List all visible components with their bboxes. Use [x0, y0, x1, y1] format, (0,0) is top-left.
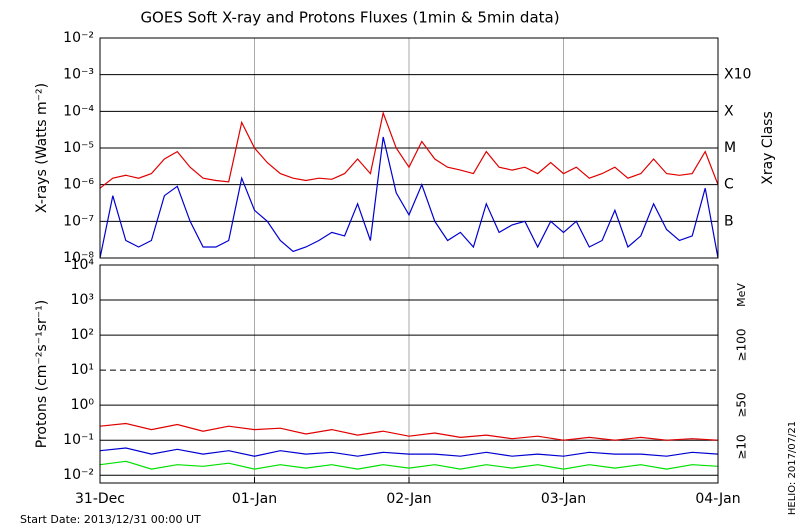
class-label: X10: [724, 67, 751, 83]
y-tick-label: 10⁰: [71, 397, 95, 413]
y-axis-label: Protons (cm⁻²s⁻¹sr⁻¹): [34, 300, 50, 449]
class-label: B: [724, 213, 734, 229]
y-tick-label: 10⁻⁷: [63, 213, 94, 229]
y-tick-label: 10⁴: [71, 257, 95, 273]
x-tick-label: 01-Jan: [232, 491, 277, 507]
x-tick-label: 31-Dec: [75, 491, 125, 507]
y-tick-label: 10⁻¹: [63, 432, 94, 448]
class-label: M: [724, 140, 736, 156]
y-tick-label: 10¹: [71, 362, 94, 378]
y-tick-label: 10⁻⁶: [63, 177, 94, 193]
class-label: X: [724, 103, 734, 119]
y-axis-label: X-rays (Watts m⁻²): [34, 83, 50, 213]
chart-title: GOES Soft X-ray and Protons Fluxes (1min…: [140, 9, 559, 27]
x-tick-label: 04-Jan: [695, 491, 740, 507]
class-axis-label: Xray Class: [760, 111, 776, 185]
y-tick-label: 10⁻²: [63, 467, 94, 483]
series-line: [99, 460, 719, 470]
y-tick-label: 10⁻²: [63, 30, 94, 46]
legend-label: ≥10: [735, 434, 749, 459]
y-tick-label: 10⁻⁴: [63, 103, 94, 119]
class-label: C: [724, 177, 734, 193]
series-line: [99, 447, 719, 457]
x-tick-label: 02-Jan: [386, 491, 431, 507]
plot-frame: [99, 37, 719, 259]
credit: HELIO: 2017/07/21: [787, 421, 798, 515]
footer: Start Date: 2013/12/31 00:00 UT: [20, 513, 201, 526]
series-line: [99, 110, 719, 189]
y-tick-label: 10³: [71, 292, 94, 308]
legend-label: ≥50: [735, 392, 749, 417]
y-tick-label: 10⁻³: [63, 67, 94, 83]
series-line: [99, 422, 719, 441]
y-tick-label: 10⁻⁵: [63, 140, 94, 156]
y-tick-label: 10²: [71, 327, 94, 343]
x-tick-label: 03-Jan: [541, 491, 586, 507]
legend-label: ≥100: [735, 329, 749, 362]
unit-label: MeV: [735, 283, 748, 307]
series-line: [99, 136, 719, 259]
y-tick-label: 10⁻⁸: [63, 250, 94, 266]
